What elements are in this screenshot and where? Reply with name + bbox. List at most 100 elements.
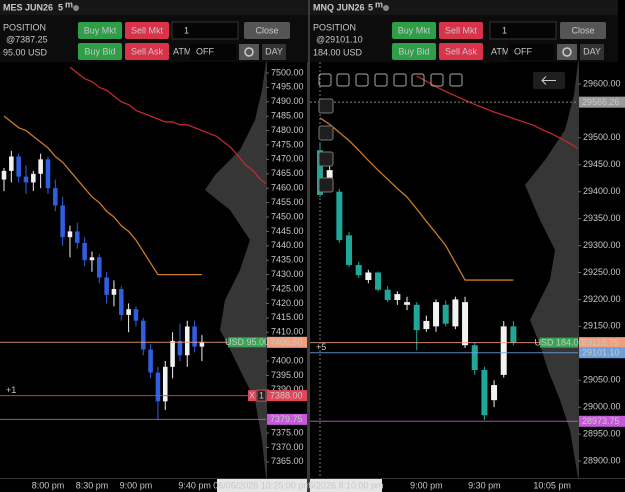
- crosshair-time-box: [310, 479, 382, 492]
- button-label: Close: [571, 25, 594, 35]
- pnl-tag-box: [228, 337, 266, 348]
- buy-bid-button[interactable]: [392, 43, 436, 60]
- price-level-label: 29119.75: [582, 338, 619, 348]
- price-level-label-box: [579, 96, 625, 108]
- x-tick-label: 10:05 pm: [533, 480, 571, 490]
- y-tick-label: 29400.00: [583, 186, 621, 196]
- candle-body: [317, 150, 323, 195]
- tif-button[interactable]: [580, 44, 604, 60]
- button-label: Close: [255, 25, 278, 35]
- settings-button[interactable]: [239, 44, 259, 60]
- atm-dropdown[interactable]: [190, 44, 236, 60]
- side-tool-button[interactable]: [318, 125, 334, 141]
- y-tick-label: 29450.00: [583, 159, 621, 169]
- drawing-tool-button[interactable]: [374, 73, 388, 87]
- y-tick-label: 7485.00: [271, 111, 304, 121]
- position-label: POSITION: [313, 22, 356, 32]
- position-price: @7387.25: [6, 34, 48, 44]
- side-tool-button[interactable]: [318, 98, 334, 114]
- candle-body: [375, 272, 382, 290]
- candle-body: [133, 309, 139, 321]
- button-label: Sell Ask: [445, 46, 478, 56]
- y-tick-label: 7395.00: [271, 370, 304, 380]
- candle-body: [111, 289, 117, 295]
- settings-icon: [244, 47, 254, 57]
- sell-ask-button[interactable]: [439, 43, 483, 60]
- settings-icon: [562, 47, 572, 57]
- candle-body: [433, 302, 440, 327]
- y-tick-label: 7495.00: [271, 82, 304, 92]
- y-tick-label: 7410.00: [271, 327, 304, 337]
- button-label: Sell Mkt: [131, 25, 164, 35]
- candle-body: [404, 302, 411, 305]
- candle-body: [31, 173, 36, 183]
- buy-mkt-button[interactable]: [392, 22, 436, 39]
- button-label: Buy Mkt: [398, 25, 431, 35]
- x-tick-label: 9:40 pm: [178, 480, 211, 490]
- sell-ask-button[interactable]: [125, 43, 169, 60]
- y-tick-label: 7500.00: [271, 67, 304, 77]
- price-level-label-box: [267, 390, 307, 402]
- candle-body: [365, 272, 372, 281]
- quantity-input[interactable]: [489, 21, 557, 40]
- title-bar: [310, 0, 618, 15]
- y-tick-label: 29350.00: [583, 213, 621, 223]
- side-tool-button[interactable]: [318, 151, 334, 167]
- symbol: MNQ JUN26: [313, 2, 365, 12]
- indicator-line: [319, 117, 514, 281]
- close-button[interactable]: [560, 22, 606, 39]
- sell-mkt-button[interactable]: [125, 22, 169, 39]
- y-tick-label: 29600.00: [583, 78, 621, 88]
- y-tick-label: 29200.00: [583, 294, 621, 304]
- tif-button[interactable]: [262, 44, 286, 60]
- y-tick-label: 7425.00: [271, 283, 304, 293]
- interval-unit: m: [65, 0, 73, 9]
- y-tick-label: 28900.00: [583, 455, 621, 465]
- side-tool-button[interactable]: [318, 177, 334, 193]
- y-tick-label: 7420.00: [271, 298, 304, 308]
- back-arrow: [541, 76, 556, 85]
- candle-body: [184, 326, 190, 356]
- volume-profile: [205, 62, 266, 478]
- y-tick-label: 7435.00: [271, 255, 304, 265]
- quantity-input[interactable]: [171, 21, 239, 40]
- crosshair-time: 5/2026 8:10:00 pm: [308, 480, 383, 490]
- y-tick-label: 7480.00: [271, 125, 304, 135]
- price-axis: [266, 62, 307, 478]
- settings-button[interactable]: [557, 44, 577, 60]
- drawing-tool-button[interactable]: [411, 73, 425, 87]
- price-level-label: 7388.00: [270, 390, 303, 400]
- atm-dropdown[interactable]: [508, 44, 554, 60]
- drawing-tool-button[interactable]: [393, 73, 407, 87]
- position-side: +5: [316, 342, 326, 352]
- close-button[interactable]: [244, 22, 290, 39]
- drawing-tool-button[interactable]: [355, 73, 369, 87]
- drawing-tool-button[interactable]: [430, 73, 444, 87]
- buy-mkt-button[interactable]: [78, 22, 122, 39]
- pnl-tag-box: [540, 337, 578, 348]
- candle-body: [481, 370, 488, 416]
- price-axis: [578, 62, 625, 478]
- candle-body: [452, 299, 459, 327]
- y-tick-label: 29500.00: [583, 132, 621, 142]
- x-tick-label: 9:30 pm: [468, 480, 501, 490]
- candle-body: [82, 242, 87, 261]
- drawing-tool-button[interactable]: [449, 73, 463, 87]
- price-level-label: 29101.10: [582, 348, 620, 358]
- price-level-label-box: [579, 415, 625, 427]
- cancel-box[interactable]: [248, 390, 256, 402]
- y-tick-label: 7375.00: [271, 427, 304, 437]
- candle-body: [500, 326, 507, 375]
- drawing-tool-button[interactable]: [318, 73, 332, 87]
- status-dot: [73, 5, 79, 11]
- panel: MNQ JUN26 5 m POSITION @29101.10 184.00 USD Bu…: [308, 0, 625, 492]
- drawing-tool-button[interactable]: [336, 73, 350, 87]
- x-tick-label: 8:00 pm: [32, 480, 65, 490]
- y-tick-label: 7465.00: [271, 168, 304, 178]
- cancel-order: X: [249, 390, 255, 400]
- tif: DAY: [583, 46, 601, 56]
- sell-mkt-button[interactable]: [439, 22, 483, 39]
- buy-bid-button[interactable]: [78, 43, 122, 60]
- candle-body: [38, 159, 43, 174]
